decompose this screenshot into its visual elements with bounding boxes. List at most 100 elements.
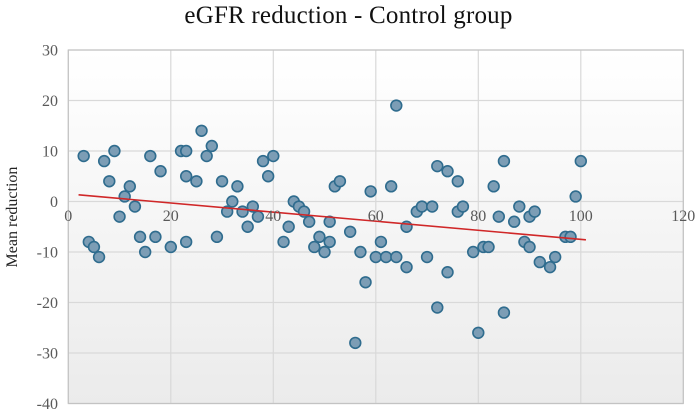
data-point xyxy=(149,230,162,244)
data-point xyxy=(179,170,193,183)
y-tick-label: -20 xyxy=(37,295,58,312)
data-point xyxy=(349,336,362,350)
data-point xyxy=(333,175,347,188)
x-tick-label: 0 xyxy=(64,208,72,225)
data-point xyxy=(472,326,485,339)
data-point xyxy=(369,250,382,264)
data-point xyxy=(528,205,541,218)
data-point xyxy=(425,200,439,213)
data-point xyxy=(497,306,511,319)
data-point xyxy=(251,210,265,223)
data-point xyxy=(133,230,147,244)
data-point xyxy=(282,220,295,233)
data-point xyxy=(318,245,331,259)
data-point xyxy=(267,149,280,163)
y-tick-label: 0 xyxy=(50,194,58,211)
data-point xyxy=(574,154,587,168)
x-tick-label: 120 xyxy=(671,208,695,225)
y-tick-label: 30 xyxy=(42,43,58,60)
data-point xyxy=(215,175,229,188)
data-point xyxy=(179,235,193,249)
data-point xyxy=(354,245,367,259)
data-point xyxy=(390,250,403,264)
data-point xyxy=(277,235,290,249)
data-point xyxy=(507,215,521,228)
data-point xyxy=(210,230,224,244)
x-tick-label: 60 xyxy=(368,208,384,225)
data-point xyxy=(302,215,316,228)
data-point xyxy=(323,215,336,228)
data-point xyxy=(190,175,203,188)
y-tick-label: 20 xyxy=(42,93,58,110)
data-point xyxy=(374,235,388,249)
chart-title: eGFR reduction - Control group xyxy=(184,2,513,29)
y-tick-label: -30 xyxy=(37,346,58,363)
data-point xyxy=(154,165,167,178)
data-point xyxy=(323,235,336,249)
data-point xyxy=(379,250,393,264)
data-point xyxy=(487,180,500,193)
data-point xyxy=(108,144,121,158)
data-point xyxy=(543,260,557,274)
data-point xyxy=(548,250,562,264)
data-point xyxy=(343,225,357,239)
x-tick-label: 40 xyxy=(265,208,281,225)
data-point xyxy=(87,240,101,254)
data-point xyxy=(103,175,116,188)
data-point xyxy=(164,240,178,254)
data-point xyxy=(364,185,377,198)
data-point xyxy=(415,200,429,213)
data-point xyxy=(200,149,213,163)
x-tick-label: 100 xyxy=(569,208,593,225)
data-point xyxy=(482,240,495,254)
data-point xyxy=(497,154,511,168)
data-point xyxy=(569,190,582,203)
data-point xyxy=(261,170,275,183)
data-point xyxy=(179,144,193,158)
data-point xyxy=(359,276,372,289)
data-point xyxy=(533,255,546,269)
data-point xyxy=(92,250,106,264)
x-tick-label: 80 xyxy=(470,208,486,225)
data-point xyxy=(118,190,131,203)
x-tick-label: 20 xyxy=(163,208,179,225)
data-point xyxy=(564,230,577,244)
data-point xyxy=(431,301,444,314)
data-point xyxy=(400,260,413,274)
data-point xyxy=(241,220,254,233)
y-tick-label: -40 xyxy=(37,396,58,413)
data-point xyxy=(77,149,90,163)
data-point xyxy=(138,245,152,259)
data-point xyxy=(231,180,244,193)
data-point xyxy=(195,124,208,138)
y-tick-label: -10 xyxy=(37,245,58,262)
data-point xyxy=(113,210,126,223)
plot-border xyxy=(67,49,684,405)
data-point xyxy=(313,230,326,244)
data-point xyxy=(128,200,142,213)
data-point xyxy=(441,266,454,279)
y-tick-label: 10 xyxy=(42,144,58,161)
data-point xyxy=(384,180,398,193)
data-point xyxy=(226,195,239,208)
data-point xyxy=(144,149,157,163)
data-point xyxy=(97,154,111,168)
data-point xyxy=(123,180,137,193)
data-point xyxy=(431,159,444,173)
data-point xyxy=(456,200,470,213)
data-point xyxy=(236,205,249,218)
data-point xyxy=(523,240,536,254)
data-point xyxy=(441,165,454,178)
data-point xyxy=(420,250,434,264)
data-point xyxy=(308,240,321,254)
data-point xyxy=(390,99,403,112)
data-point xyxy=(492,210,505,223)
data-point xyxy=(205,139,219,153)
trendline xyxy=(78,194,586,241)
data-point xyxy=(451,175,464,188)
data-point xyxy=(256,154,270,168)
data-point xyxy=(466,245,480,259)
data-point xyxy=(513,200,526,213)
